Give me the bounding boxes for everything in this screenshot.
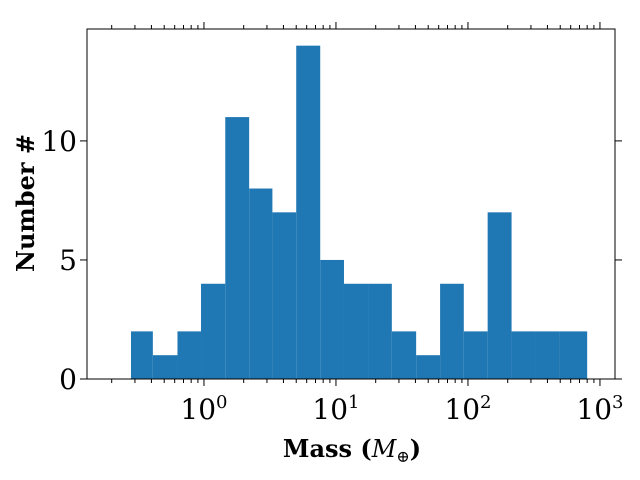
axis-ticks: [80, 22, 622, 386]
histogram-bar: [416, 355, 441, 379]
histogram-bar: [225, 117, 250, 379]
x-tick-label: 100: [180, 392, 227, 426]
histogram-bar: [440, 283, 464, 379]
y-tick-label: 5: [59, 244, 77, 277]
histogram-bar: [320, 259, 344, 379]
x-tick-label: 101: [312, 392, 359, 426]
y-tick-label: 0: [59, 363, 77, 396]
histogram-bar: [463, 331, 488, 379]
histogram-bar: [368, 283, 392, 379]
x-axis-title-main: Mass (: [283, 434, 372, 463]
histogram-bar: [559, 331, 588, 379]
x-axis-title-close: ): [410, 434, 421, 463]
histogram-bar: [201, 283, 226, 379]
histogram-bar: [535, 331, 560, 379]
x-axis-title-subscript: ⊕: [396, 447, 409, 466]
histogram-bar: [391, 331, 417, 379]
x-tick-label: 103: [576, 392, 623, 426]
histogram-bar: [343, 283, 369, 379]
histogram-bars: [130, 45, 588, 380]
y-axis-title: Number #: [11, 134, 40, 272]
histogram-bar: [296, 45, 321, 380]
x-axis-title-symbol: M: [371, 435, 398, 463]
histogram-bar: [272, 212, 297, 379]
y-tick-label: 10: [41, 125, 77, 158]
histogram-bar: [249, 188, 273, 379]
histogram-bar: [130, 331, 153, 379]
plot-frame: [86, 28, 616, 380]
histogram-bar: [152, 355, 178, 379]
tick-labels: 100 101 102 103 0 5 10: [41, 125, 623, 426]
histogram-bar: [511, 331, 536, 379]
x-axis-title: Mass (M⊕): [283, 434, 421, 466]
x-tick-label: 102: [444, 392, 491, 426]
histogram-bar: [177, 331, 202, 379]
histogram-bar: [487, 212, 512, 379]
